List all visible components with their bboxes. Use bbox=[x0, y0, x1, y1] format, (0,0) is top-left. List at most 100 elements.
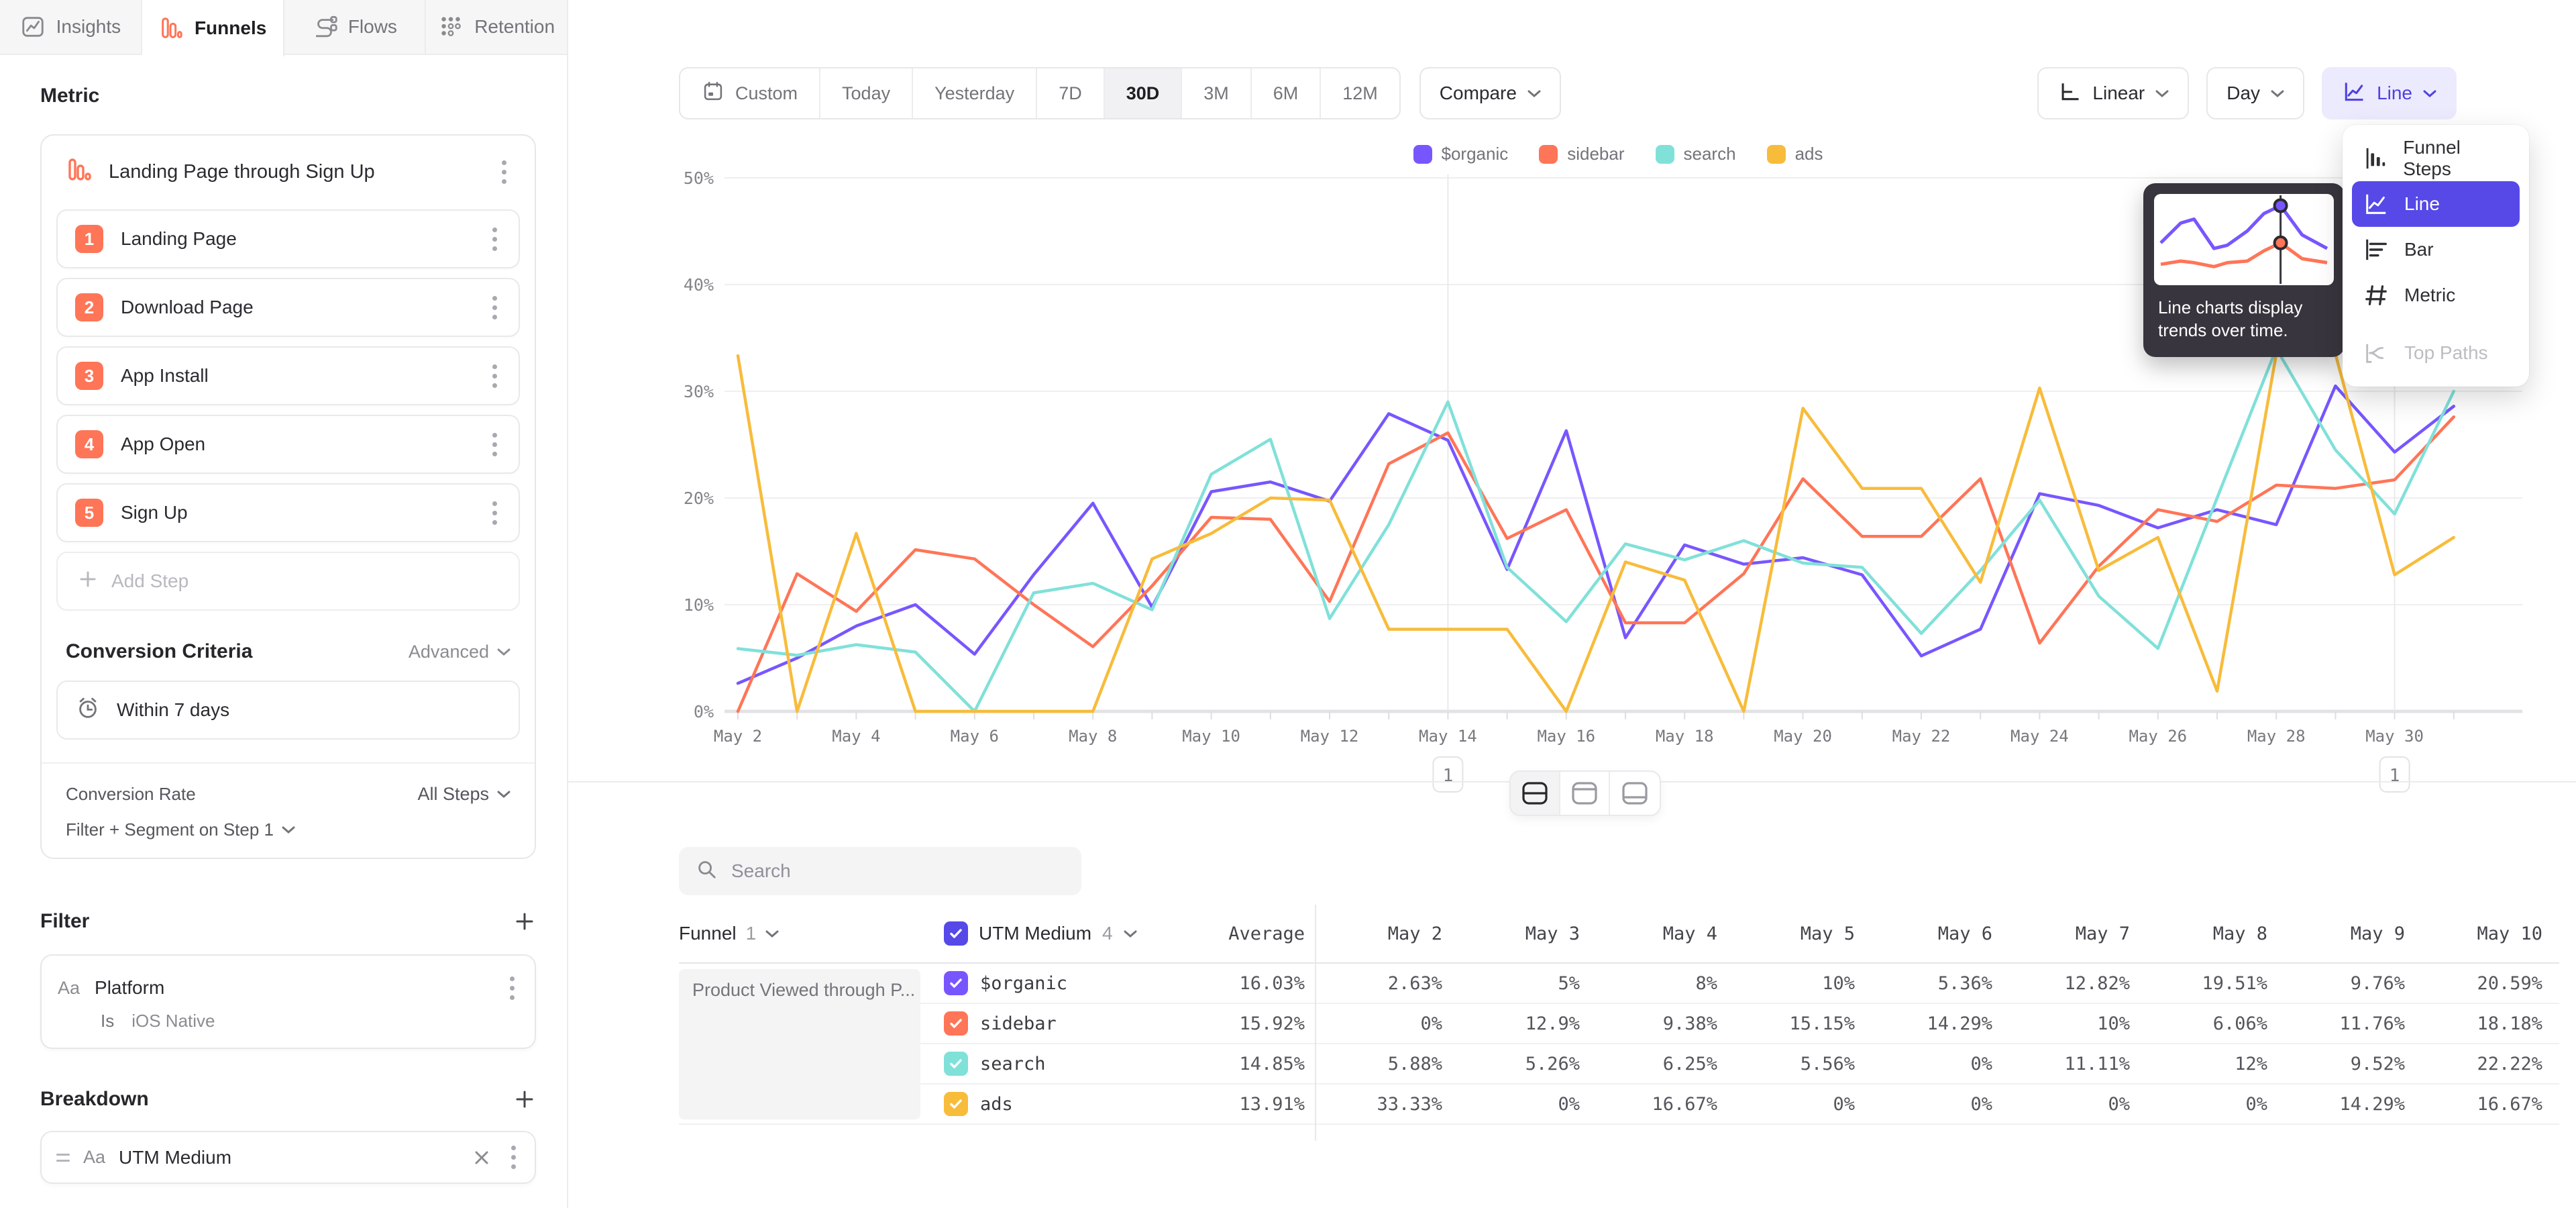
day-column-header: May 6 bbox=[1855, 923, 1992, 944]
annotation-badge[interactable]: 1 bbox=[2380, 757, 2410, 792]
menu-item-label: Top Paths bbox=[2404, 342, 2488, 364]
average-column-header: Average bbox=[1175, 923, 1305, 944]
row-checkbox[interactable] bbox=[944, 971, 968, 995]
range-3m[interactable]: 3M bbox=[1182, 68, 1252, 118]
table-search-box bbox=[679, 847, 1081, 895]
row-day-value: 14.29% bbox=[2267, 1094, 2405, 1115]
app-root: Insights Funnels Flows Retention Metric … bbox=[0, 0, 2576, 1208]
row-day-value: 14.29% bbox=[1855, 1013, 1992, 1034]
row-day-value: 5.56% bbox=[1717, 1054, 1855, 1074]
divider bbox=[42, 762, 535, 764]
row-day-value: 9.52% bbox=[2267, 1054, 2405, 1074]
table-only-view-button[interactable] bbox=[1610, 772, 1660, 815]
funnel-step-row[interactable]: 3 App Install bbox=[56, 346, 520, 405]
annotation-badge[interactable]: 1 bbox=[1433, 757, 1462, 792]
kebab-menu-icon[interactable] bbox=[488, 292, 501, 323]
range-12m[interactable]: 12M bbox=[1321, 68, 1399, 118]
search-input[interactable] bbox=[730, 860, 1065, 883]
day-column-header: May 10 bbox=[2405, 923, 2542, 944]
kebab-menu-icon[interactable] bbox=[488, 223, 501, 255]
funnel-step-row[interactable]: 4 App Open bbox=[56, 415, 520, 474]
row-day-value: 10% bbox=[1992, 1013, 2130, 1034]
svg-text:1: 1 bbox=[1443, 766, 1454, 786]
row-average-value: 16.03% bbox=[1175, 973, 1305, 994]
filter-operator[interactable]: Is bbox=[101, 1011, 114, 1031]
step-number-badge: 5 bbox=[75, 499, 103, 527]
conversion-rate-dropdown[interactable]: All Steps bbox=[417, 784, 511, 805]
filter-segment-dropdown[interactable]: Filter + Segment on Step 1 bbox=[66, 819, 511, 840]
row-day-value: 6.25% bbox=[1580, 1054, 1717, 1074]
filter-property-card[interactable]: Aa Platform Is iOS Native bbox=[40, 954, 536, 1049]
menu-item-line[interactable]: Line bbox=[2352, 181, 2520, 227]
funnel-step-row[interactable]: 1 Landing Page bbox=[56, 209, 520, 268]
drag-handle-icon[interactable] bbox=[56, 1154, 70, 1162]
compare-button[interactable]: Compare bbox=[1419, 67, 1561, 119]
filter-value[interactable]: iOS Native bbox=[131, 1011, 215, 1031]
add-breakdown-button[interactable] bbox=[513, 1088, 536, 1111]
funnel-column-dropdown[interactable]: Funnel 1 bbox=[679, 923, 944, 944]
range-custom[interactable]: Custom bbox=[680, 68, 820, 118]
row-day-value: 5.88% bbox=[1305, 1054, 1442, 1074]
scale-dropdown-button[interactable]: Linear bbox=[2037, 67, 2189, 119]
remove-breakdown-icon[interactable] bbox=[470, 1146, 494, 1170]
chevron-down-icon bbox=[2271, 89, 2284, 98]
menu-item-funnel-steps[interactable]: Funnel Steps bbox=[2352, 136, 2520, 181]
kebab-menu-icon[interactable] bbox=[488, 360, 501, 392]
view-toggle-group bbox=[1509, 770, 1661, 816]
chevron-down-icon bbox=[2155, 89, 2169, 98]
kebab-menu-icon[interactable] bbox=[498, 156, 511, 188]
chart-only-view-button[interactable] bbox=[1560, 772, 1610, 815]
advanced-dropdown[interactable]: Advanced bbox=[409, 642, 511, 662]
select-all-checkbox[interactable] bbox=[944, 921, 968, 946]
conversion-window-control[interactable]: Within 7 days bbox=[56, 681, 520, 740]
tab-insights[interactable]: Insights bbox=[0, 0, 142, 54]
kebab-menu-icon[interactable] bbox=[488, 429, 501, 460]
funnel-title-row[interactable]: Landing Page through Sign Up bbox=[56, 150, 520, 193]
row-checkbox[interactable] bbox=[944, 1092, 968, 1116]
row-day-value: 0% bbox=[1855, 1094, 1992, 1115]
advanced-label: Advanced bbox=[409, 642, 489, 662]
chart-type-dropdown-button[interactable]: Line bbox=[2322, 67, 2457, 119]
tab-flows[interactable]: Flows bbox=[284, 0, 427, 54]
search-icon bbox=[695, 858, 718, 885]
tab-retention[interactable]: Retention bbox=[426, 0, 567, 54]
breakdown-column-dropdown[interactable]: UTM Medium 4 bbox=[944, 921, 1175, 946]
filter-segment-label: Filter + Segment on Step 1 bbox=[66, 819, 274, 840]
split-view-button[interactable] bbox=[1511, 772, 1560, 815]
x-axis-tick-label: May 14 bbox=[1419, 727, 1477, 746]
range-yesterday[interactable]: Yesterday bbox=[913, 68, 1037, 118]
row-day-value: 15.15% bbox=[1717, 1013, 1855, 1034]
row-checkbox[interactable] bbox=[944, 1011, 968, 1036]
menu-item-metric[interactable]: Metric bbox=[2352, 272, 2520, 318]
granularity-dropdown-button[interactable]: Day bbox=[2206, 67, 2304, 119]
breakdown-property-card[interactable]: Aa UTM Medium bbox=[40, 1131, 536, 1184]
x-axis-tick-label: May 12 bbox=[1301, 727, 1359, 746]
mini-purple-line bbox=[2161, 205, 2327, 248]
line-chart-icon bbox=[2342, 79, 2366, 108]
kebab-menu-icon[interactable] bbox=[507, 1142, 520, 1173]
row-checkbox[interactable] bbox=[944, 1052, 968, 1076]
kebab-menu-icon[interactable] bbox=[506, 972, 519, 1004]
add-filter-button[interactable] bbox=[513, 910, 536, 933]
chart-type-label: Line bbox=[2377, 83, 2412, 104]
step-label: App Open bbox=[121, 434, 471, 455]
funnel-name-cell[interactable]: Product Viewed through P... bbox=[679, 969, 920, 1119]
scale-label: Linear bbox=[2092, 83, 2145, 104]
range-today[interactable]: Today bbox=[820, 68, 913, 118]
add-step-button[interactable]: Add Step bbox=[56, 552, 520, 611]
step-label: Sign Up bbox=[121, 502, 471, 523]
range-30d[interactable]: 30D bbox=[1105, 68, 1183, 118]
step-number-badge: 1 bbox=[75, 225, 103, 253]
tooltip-mini-chart bbox=[2154, 194, 2334, 285]
conversion-rate-label: Conversion Rate bbox=[66, 784, 196, 805]
range-7d[interactable]: 7D bbox=[1037, 68, 1105, 118]
funnel-step-row[interactable]: 5 Sign Up bbox=[56, 483, 520, 542]
kebab-menu-icon[interactable] bbox=[488, 497, 501, 529]
menu-item-bar[interactable]: Bar bbox=[2352, 227, 2520, 272]
text-property-icon: Aa bbox=[83, 1147, 105, 1168]
date-range-segmented-control: Custom Today Yesterday 7D 30D 3M 6M 12M bbox=[679, 67, 1401, 119]
x-axis-tick-label: May 6 bbox=[951, 727, 999, 746]
funnel-step-row[interactable]: 2 Download Page bbox=[56, 278, 520, 337]
tab-funnels[interactable]: Funnels bbox=[142, 0, 284, 56]
range-6m[interactable]: 6M bbox=[1252, 68, 1322, 118]
